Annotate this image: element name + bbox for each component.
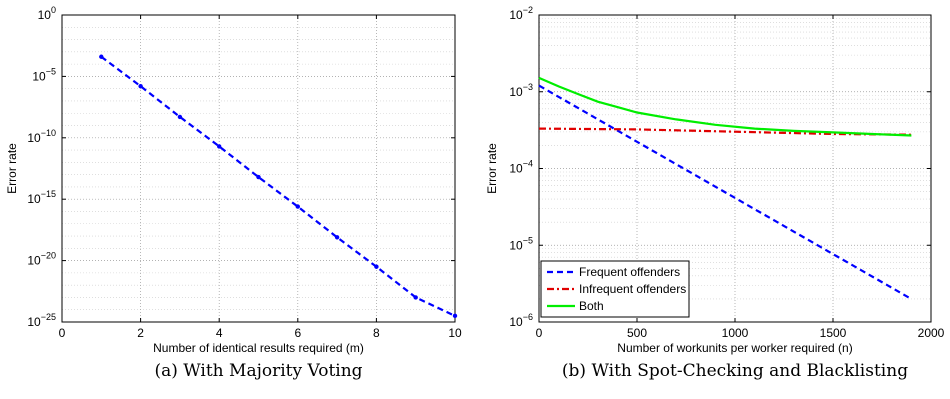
data-point xyxy=(138,84,143,89)
legend-label: Frequent offenders xyxy=(579,265,680,279)
data-point xyxy=(334,235,340,240)
legend-label: Both xyxy=(579,299,604,313)
y-tick-label: 10−5 xyxy=(32,66,56,83)
data-point xyxy=(413,295,418,300)
x-tick-label: 6 xyxy=(294,326,301,340)
series-line xyxy=(538,84,912,300)
chart-panel-b: 0 500 1000 1500 2000 10−2 10−3 10−4 10−5 10−6 Numb… xyxy=(485,5,945,381)
data-point xyxy=(452,313,458,319)
data-point xyxy=(177,114,183,120)
data-point xyxy=(217,144,222,149)
plot-frame xyxy=(61,14,456,323)
y-tick-label: 10−10 xyxy=(27,128,56,145)
y-tick-label: 10−6 xyxy=(509,312,533,329)
y-tick-label: 10−15 xyxy=(27,189,56,206)
chart-caption: (a) With Majority Voting xyxy=(154,361,362,381)
x-axis-label: Number of identical results required (m) xyxy=(153,341,364,355)
y-axis-label: Error rate xyxy=(5,143,19,194)
series-line xyxy=(538,76,912,137)
data-point xyxy=(374,264,379,269)
y-tick-label: 10−5 xyxy=(509,235,533,252)
x-tick-label: 8 xyxy=(373,326,380,340)
x-tick-label: 10 xyxy=(448,326,462,340)
data-point xyxy=(295,204,300,209)
y-tick-label: 10−3 xyxy=(509,82,533,99)
chart-panel-a: 0 2 4 6 8 10 100 10−5 10−10 10−15 10−20 10−25 Number… xyxy=(5,5,462,381)
y-tick-label: 10−2 xyxy=(509,5,533,22)
x-tick-label: 2000 xyxy=(918,326,945,340)
x-tick-label: 4 xyxy=(216,326,223,340)
x-axis-label: Number of workunits per worker required … xyxy=(617,341,852,355)
y-tick-label: 100 xyxy=(38,5,56,22)
y-tick-label: 10−20 xyxy=(27,251,56,268)
chart-caption: (b) With Spot-Checking and Blacklisting xyxy=(562,361,908,381)
data-point xyxy=(99,54,104,59)
y-tick-label: 10−25 xyxy=(27,312,56,329)
legend-label: Infrequent offenders xyxy=(579,282,686,296)
x-tick-label: 2 xyxy=(137,326,144,340)
x-tick-label: 1000 xyxy=(722,326,749,340)
x-tick-label: 500 xyxy=(627,326,647,340)
data-point xyxy=(256,174,261,180)
x-tick-label: 1500 xyxy=(820,326,847,340)
x-tick-label: 0 xyxy=(59,326,66,340)
y-tick-label: 10−4 xyxy=(509,159,533,176)
x-tick-label: 0 xyxy=(536,326,543,340)
series-line xyxy=(100,55,456,317)
y-axis-label: Error rate xyxy=(485,143,499,194)
